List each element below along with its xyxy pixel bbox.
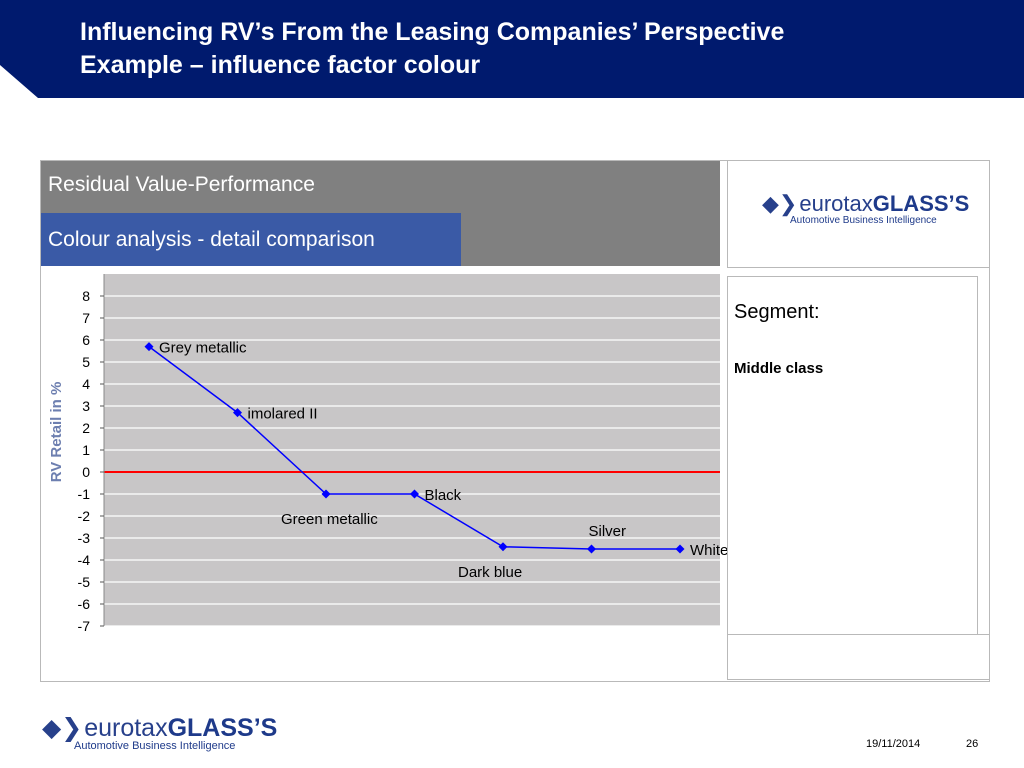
footer-chevron-logo-icon: ◆❯ bbox=[42, 714, 83, 742]
data-point-marker bbox=[233, 408, 242, 418]
footer-logo-tagline: Automotive Business Intelligence bbox=[74, 740, 236, 752]
panel-heading: Residual Value-Performance bbox=[48, 173, 315, 196]
logo-word-eurotax: eurotax bbox=[799, 191, 873, 216]
logo-word-glass: GLASS’S bbox=[872, 191, 970, 216]
y-tick-label: 2 bbox=[82, 420, 90, 436]
data-point-marker bbox=[587, 544, 596, 554]
data-point-label: Black bbox=[425, 487, 462, 504]
segment-box: Segment: Middle class bbox=[727, 276, 978, 635]
y-axis-label: RV Retail in % bbox=[48, 382, 65, 483]
y-tick-label: -5 bbox=[78, 574, 91, 590]
y-tick-label: -1 bbox=[78, 486, 91, 502]
footer-logo-word-eurotax: eurotax bbox=[84, 713, 168, 742]
page-number: 26 bbox=[966, 738, 979, 750]
y-tick-label: 8 bbox=[82, 288, 90, 304]
y-tick-label: 5 bbox=[82, 354, 90, 370]
data-point-marker bbox=[675, 544, 685, 554]
y-ticks: 8 7 6 5 4 3 2 1 0 -1 -2 -3 -4 -5 -6 -7 bbox=[78, 288, 104, 634]
y-tick-label: 7 bbox=[82, 310, 90, 326]
panel-subheading: Colour analysis - detail comparison bbox=[48, 228, 375, 251]
slide-title-line2: Example – influence factor colour bbox=[80, 51, 481, 79]
y-tick-label: 0 bbox=[82, 464, 90, 480]
y-tick-label: -4 bbox=[78, 552, 91, 568]
data-point-marker bbox=[498, 542, 508, 552]
bottom-box bbox=[727, 634, 990, 680]
series-markers bbox=[144, 342, 685, 554]
slide-title-line1: Influencing RV’s From the Leasing Compan… bbox=[80, 18, 785, 46]
data-point-marker bbox=[321, 489, 331, 499]
data-point-label: Green metallic bbox=[281, 511, 378, 528]
y-tick-label: 4 bbox=[82, 376, 90, 392]
y-tick-label: -7 bbox=[78, 618, 91, 634]
data-point-label: imolared II bbox=[248, 406, 318, 423]
logo-tagline: Automotive Business Intelligence bbox=[790, 215, 937, 226]
logo-box: ◆❯ eurotax GLASS’S Automotive Business I… bbox=[727, 160, 990, 268]
segment-label: Segment: bbox=[734, 301, 820, 323]
y-tick-label: -3 bbox=[78, 530, 91, 546]
chevron-logo-icon: ◆❯ bbox=[762, 191, 798, 216]
rv-colour-chart: 8 7 6 5 4 3 2 1 0 -1 -2 -3 -4 -5 -6 -7 RV Retail in % G… bbox=[48, 274, 727, 634]
footer-logo-word-glass: GLASS’S bbox=[167, 713, 278, 742]
y-tick-label: 6 bbox=[82, 332, 90, 348]
panel-subheading-bar: Colour analysis - detail comparison bbox=[41, 213, 461, 266]
y-tick-label: 3 bbox=[82, 398, 90, 414]
data-point-label: Dark blue bbox=[458, 564, 522, 581]
data-point-label: Grey metallic bbox=[159, 340, 247, 357]
gridlines bbox=[104, 295, 720, 627]
slide-title: Influencing RV’s From the Leasing Compan… bbox=[80, 16, 784, 82]
data-point-label: Silver bbox=[589, 523, 627, 540]
data-point-label: White bbox=[690, 542, 727, 559]
footer-logo: ◆❯ eurotax GLASS’S Automotive Business I… bbox=[42, 713, 278, 753]
data-point-marker bbox=[410, 489, 419, 499]
slide-date: 19/11/2014 bbox=[866, 738, 921, 750]
point-labels: Grey metallic imolared II Green metallic Bl… bbox=[159, 340, 727, 581]
eurotax-logo: ◆❯ eurotax GLASS’S Automotive Business I… bbox=[762, 191, 969, 226]
segment-value: Middle class bbox=[734, 360, 824, 377]
y-tick-label: -2 bbox=[78, 508, 91, 524]
y-tick-label: -6 bbox=[78, 596, 91, 612]
slide-header: Influencing RV’s From the Leasing Compan… bbox=[0, 0, 1024, 98]
data-point-marker bbox=[144, 342, 154, 352]
y-tick-label: 1 bbox=[82, 442, 90, 458]
